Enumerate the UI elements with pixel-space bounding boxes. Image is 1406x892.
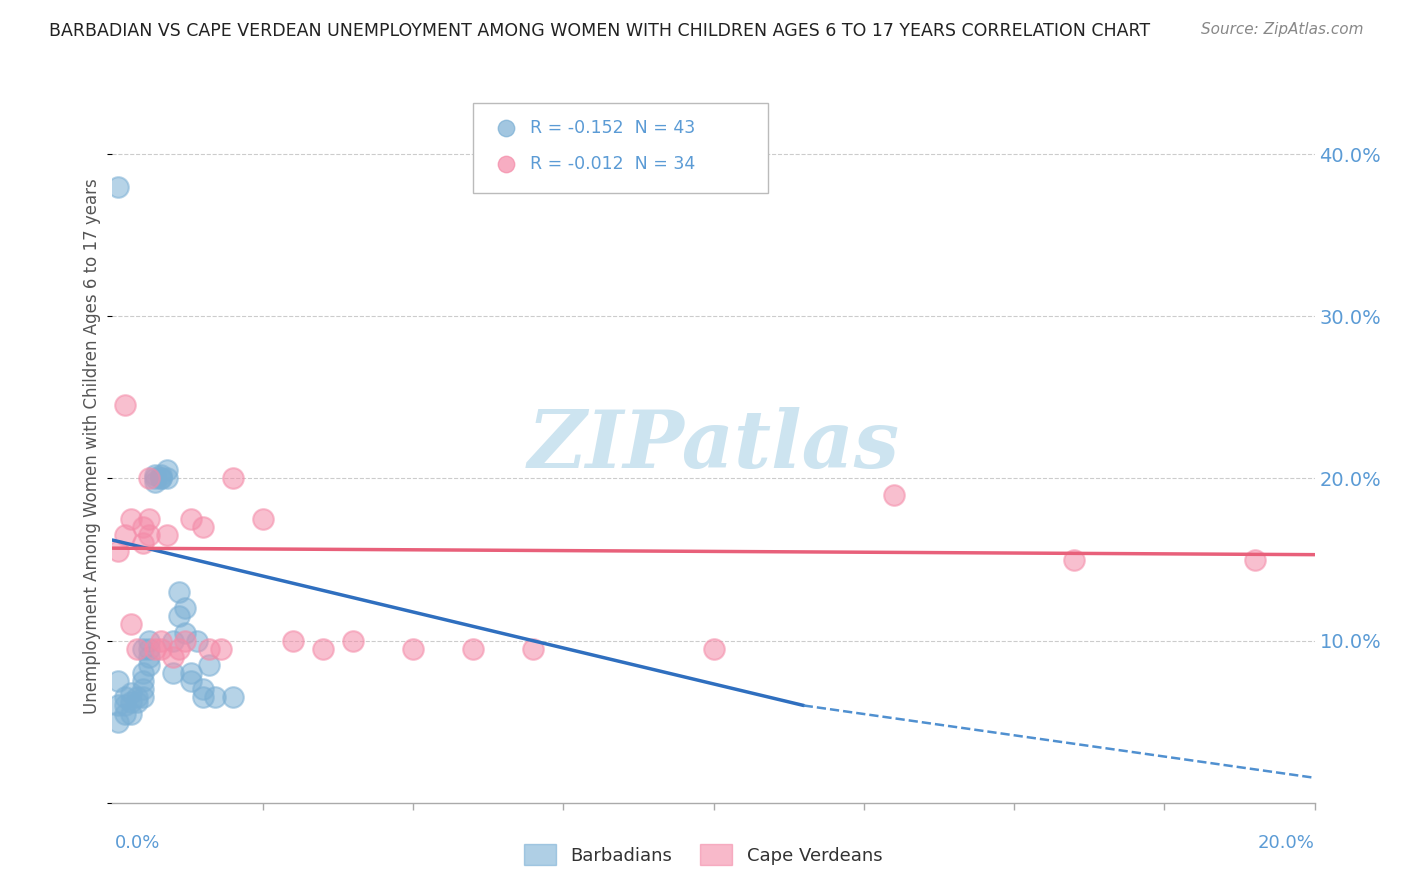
Point <box>1063 552 1085 566</box>
Point <box>149 471 172 485</box>
Point <box>155 528 177 542</box>
Point <box>131 666 153 681</box>
Point <box>180 666 202 681</box>
Point <box>120 512 142 526</box>
Point <box>107 698 129 713</box>
Point <box>114 528 136 542</box>
Point <box>114 706 136 721</box>
Point <box>883 488 905 502</box>
Point <box>131 690 153 705</box>
Point <box>107 179 129 194</box>
Point <box>107 544 129 558</box>
Point <box>180 512 202 526</box>
Point <box>120 685 142 699</box>
FancyBboxPatch shape <box>472 103 768 193</box>
Point <box>131 682 153 697</box>
Point <box>1243 552 1265 566</box>
Point <box>138 528 160 542</box>
Point <box>197 641 219 656</box>
Point <box>186 633 208 648</box>
Point <box>252 512 274 526</box>
Point <box>167 609 190 624</box>
Point <box>138 649 160 664</box>
Point <box>162 649 184 664</box>
Text: R = -0.012  N = 34: R = -0.012 N = 34 <box>530 155 695 173</box>
Point <box>191 690 214 705</box>
Point <box>107 714 129 729</box>
Point <box>114 399 136 413</box>
Point <box>138 471 160 485</box>
Point <box>155 463 177 477</box>
Point <box>167 585 190 599</box>
Point <box>120 695 142 709</box>
Point <box>125 695 148 709</box>
Point <box>131 520 153 534</box>
Point <box>138 657 160 672</box>
Point <box>204 690 226 705</box>
Point <box>180 674 202 689</box>
Point <box>125 690 148 705</box>
Point <box>173 625 195 640</box>
Point <box>167 641 190 656</box>
Point <box>149 468 172 483</box>
Text: R = -0.152  N = 43: R = -0.152 N = 43 <box>530 120 695 137</box>
Point <box>120 706 142 721</box>
Point <box>143 475 166 489</box>
Point <box>162 633 184 648</box>
Point <box>138 512 160 526</box>
Text: ZIPatlas: ZIPatlas <box>527 408 900 484</box>
Point <box>155 471 177 485</box>
Legend: Barbadians, Cape Verdeans: Barbadians, Cape Verdeans <box>515 835 891 874</box>
Point <box>114 698 136 713</box>
Point <box>143 468 166 483</box>
Point <box>131 536 153 550</box>
Point <box>149 641 172 656</box>
Point <box>222 471 245 485</box>
Point <box>149 633 172 648</box>
Point <box>120 617 142 632</box>
Point <box>143 641 166 656</box>
Point <box>173 601 195 615</box>
Text: 20.0%: 20.0% <box>1258 834 1315 852</box>
Y-axis label: Unemployment Among Women with Children Ages 6 to 17 years: Unemployment Among Women with Children A… <box>83 178 101 714</box>
Point <box>131 674 153 689</box>
Point <box>191 682 214 697</box>
Point <box>114 690 136 705</box>
Point <box>149 471 172 485</box>
Point <box>702 641 725 656</box>
Point <box>522 641 544 656</box>
Point <box>281 633 304 648</box>
Point <box>173 633 195 648</box>
Point <box>107 674 129 689</box>
Text: Source: ZipAtlas.com: Source: ZipAtlas.com <box>1201 22 1364 37</box>
Text: BARBADIAN VS CAPE VERDEAN UNEMPLOYMENT AMONG WOMEN WITH CHILDREN AGES 6 TO 17 YE: BARBADIAN VS CAPE VERDEAN UNEMPLOYMENT A… <box>49 22 1150 40</box>
Point <box>222 690 245 705</box>
Point <box>138 641 160 656</box>
Point <box>131 641 153 656</box>
Point <box>209 641 232 656</box>
Point <box>125 641 148 656</box>
Point <box>197 657 219 672</box>
Point <box>191 520 214 534</box>
Point <box>461 641 484 656</box>
Point <box>312 641 335 656</box>
Point <box>143 471 166 485</box>
Text: 0.0%: 0.0% <box>115 834 160 852</box>
Point <box>162 666 184 681</box>
Point <box>342 633 364 648</box>
Point <box>138 633 160 648</box>
Point <box>402 641 425 656</box>
